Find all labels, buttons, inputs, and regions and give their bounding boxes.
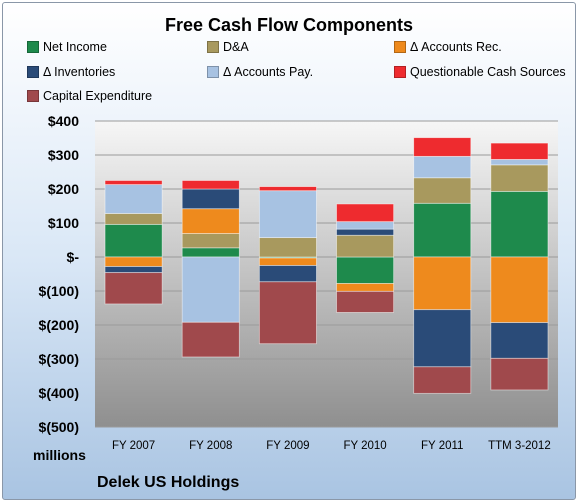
legend-label: Δ Accounts Rec. bbox=[410, 40, 502, 54]
bar-segment bbox=[413, 256, 472, 311]
bar-segment bbox=[336, 221, 395, 230]
bar-segment bbox=[336, 234, 395, 258]
x-tick-label: FY 2011 bbox=[421, 440, 463, 452]
bar-segment bbox=[490, 164, 549, 192]
bar-segment bbox=[181, 180, 240, 190]
bar-segment bbox=[104, 180, 163, 185]
legend-item-inventories: Δ Inventories bbox=[27, 64, 115, 80]
y-tick-label: $(400) bbox=[39, 385, 79, 401]
bar-segment bbox=[104, 184, 163, 214]
bar-segment bbox=[104, 272, 163, 305]
bar-segment bbox=[336, 283, 395, 292]
bar-segment bbox=[181, 256, 240, 323]
x-tick-label: FY 2010 bbox=[343, 440, 386, 452]
y-tick-label: $(100) bbox=[39, 283, 79, 299]
x-tick-label: TTM 3-2012 bbox=[488, 440, 551, 452]
bar-segment bbox=[336, 290, 395, 313]
bar-segment bbox=[104, 266, 163, 274]
legend-item-net-income: Net Income bbox=[27, 39, 107, 55]
legend-label: Δ Inventories bbox=[43, 65, 116, 79]
legend-swatch bbox=[394, 41, 406, 53]
y-tick-label: $- bbox=[67, 249, 80, 265]
bar-segment bbox=[258, 257, 317, 266]
bar-segment bbox=[181, 321, 240, 358]
bar-segment bbox=[413, 177, 472, 204]
legend-label: Capital Expenditure bbox=[43, 89, 153, 103]
bar-segment bbox=[336, 228, 395, 236]
bar-segment bbox=[104, 213, 163, 225]
bar-segment bbox=[258, 190, 317, 239]
legend-item-accounts-rec: Δ Accounts Rec. bbox=[394, 39, 502, 55]
bar-segment bbox=[104, 223, 163, 258]
bar-segment bbox=[181, 208, 240, 234]
x-tick-label: FY 2007 bbox=[112, 440, 155, 452]
legend-label: D&A bbox=[223, 40, 249, 54]
legend-label: Questionable Cash Sources bbox=[410, 65, 566, 79]
y-tick-label: $100 bbox=[48, 215, 79, 231]
legend-swatch bbox=[27, 66, 39, 78]
y-tick-label: $(500) bbox=[39, 419, 79, 435]
bar-segment bbox=[336, 203, 395, 223]
x-tick-label: FY 2009 bbox=[266, 440, 309, 452]
bar-segment bbox=[104, 256, 163, 267]
y-tick-label: $(300) bbox=[39, 351, 79, 367]
legend-swatch bbox=[27, 41, 39, 53]
legend-item-accounts-pay: Δ Accounts Pay. bbox=[207, 64, 313, 80]
bar-segment bbox=[490, 142, 549, 160]
y-tick-label: $(200) bbox=[39, 317, 79, 333]
y-tick-label: $300 bbox=[48, 147, 79, 163]
y-tick-label: $400 bbox=[48, 113, 79, 129]
x-tick-label: FY 2008 bbox=[189, 440, 232, 452]
bar-segment bbox=[258, 265, 317, 283]
legend-label: Net Income bbox=[43, 40, 107, 54]
bar-segment bbox=[413, 202, 472, 258]
chart-plot-svg: $400 $300 $200 $100 $- $(100) $(200) $(300) $(40… bbox=[33, 113, 558, 463]
bar-segment bbox=[258, 186, 317, 192]
plot-area bbox=[95, 121, 558, 427]
bar-segment bbox=[413, 137, 472, 157]
legend-item-capex: Capital Expenditure bbox=[27, 88, 152, 104]
legend-swatch bbox=[394, 66, 406, 78]
bar-segment bbox=[413, 366, 472, 394]
bar-segment bbox=[490, 256, 549, 324]
bar-segment bbox=[490, 159, 549, 166]
bar-segment bbox=[258, 237, 317, 258]
y-tick-label: $200 bbox=[48, 181, 79, 197]
bar-segment bbox=[490, 357, 549, 391]
legend-swatch bbox=[207, 66, 219, 78]
bar-segment bbox=[490, 190, 549, 258]
bar-segment bbox=[181, 247, 240, 258]
company-label: Delek US Holdings bbox=[97, 474, 240, 491]
bar-segment bbox=[413, 155, 472, 179]
legend-item-da: D&A bbox=[207, 39, 249, 55]
legend-label: Δ Accounts Pay. bbox=[223, 65, 314, 79]
legend-swatch bbox=[207, 41, 219, 53]
chart-title: Free Cash Flow Components bbox=[164, 15, 414, 35]
bar-segment bbox=[413, 309, 472, 368]
legend-swatch bbox=[27, 90, 39, 102]
legend-item-questionable-cash: Questionable Cash Sources bbox=[394, 64, 566, 80]
bar-segment bbox=[490, 322, 549, 359]
bar-segment bbox=[258, 281, 317, 345]
bar-segment bbox=[181, 188, 240, 210]
bar-segment bbox=[336, 256, 395, 284]
bar-segment bbox=[181, 233, 240, 249]
y-units-label: millions bbox=[33, 447, 86, 463]
